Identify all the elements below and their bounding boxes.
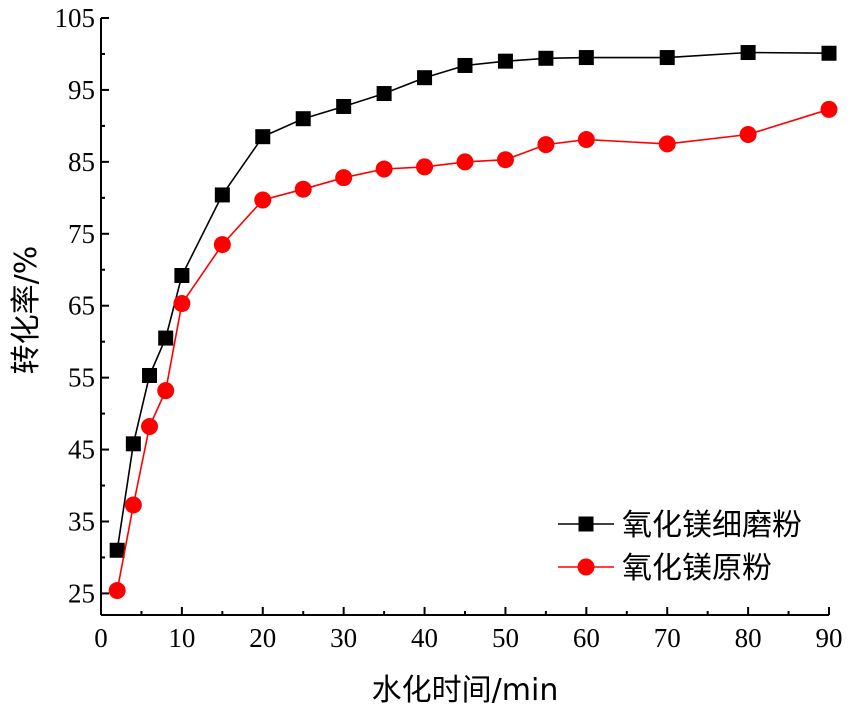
- data-point: [578, 50, 594, 66]
- y-axis-label: 转化率/%: [9, 246, 44, 375]
- data-point: [577, 131, 595, 149]
- series-line: [116, 51, 830, 551]
- data-point: [417, 70, 433, 86]
- x-tick-label: 40: [411, 623, 438, 653]
- series-layer: [108, 45, 838, 600]
- data-point: [658, 135, 676, 153]
- x-tick-label: 50: [492, 623, 519, 653]
- data-point: [174, 268, 190, 284]
- data-point: [457, 57, 473, 73]
- data-point: [125, 436, 141, 452]
- legend-marker: [577, 558, 595, 576]
- data-point: [158, 330, 174, 346]
- data-point: [537, 136, 555, 154]
- x-tick-label: 10: [168, 623, 195, 653]
- x-tick-label: 60: [573, 623, 600, 653]
- x-tick-label: 30: [330, 623, 357, 653]
- y-tick-label: 75: [68, 219, 95, 249]
- data-point: [294, 180, 312, 198]
- y-tick-label: 55: [68, 363, 95, 393]
- data-point: [173, 295, 191, 313]
- data-point: [109, 542, 125, 558]
- y-tick-label: 45: [68, 435, 95, 465]
- legend-label: 氧化镁原粉: [622, 551, 772, 586]
- legend-label: 氧化镁细磨粉: [622, 508, 802, 543]
- y-tick-label: 35: [68, 506, 95, 536]
- data-point: [254, 191, 272, 209]
- data-point: [820, 100, 838, 118]
- data-point: [739, 126, 757, 144]
- data-point: [740, 45, 756, 61]
- data-point: [214, 187, 230, 203]
- x-axis-label: 水化时间/min: [372, 673, 559, 708]
- y-tick-label: 85: [68, 147, 95, 177]
- x-tick-label: 90: [816, 623, 843, 653]
- x-tick-label: 0: [94, 623, 108, 653]
- data-point: [213, 236, 231, 254]
- x-tick-label: 80: [735, 623, 762, 653]
- data-point: [496, 151, 514, 169]
- data-point: [124, 496, 142, 514]
- data-point: [335, 169, 353, 187]
- data-point: [108, 582, 126, 600]
- x-tick-label: 70: [654, 623, 681, 653]
- data-point: [456, 153, 474, 171]
- data-point: [255, 129, 271, 145]
- x-tick-label: 20: [249, 623, 276, 653]
- data-point: [821, 45, 837, 61]
- data-point: [157, 382, 175, 400]
- data-point: [497, 53, 513, 69]
- data-point: [538, 50, 554, 66]
- data-point: [375, 160, 393, 178]
- series-2: [108, 100, 838, 600]
- data-point: [141, 418, 159, 436]
- axes: 0 10 20 30 40 50 60 70 80 90 25 35 45 55 65 75 85 95 105: [55, 3, 843, 653]
- y-tick-label: 65: [68, 291, 95, 321]
- y-tick-label: 25: [68, 578, 95, 608]
- data-point: [416, 158, 434, 176]
- data-point: [376, 86, 392, 102]
- y-tick-label: 105: [55, 3, 96, 33]
- series-1: [109, 45, 837, 558]
- data-point: [336, 98, 352, 114]
- data-point: [295, 111, 311, 127]
- y-tick-label: 95: [68, 75, 95, 105]
- legend-marker: [578, 516, 594, 532]
- data-point: [659, 50, 675, 66]
- data-point: [142, 367, 158, 383]
